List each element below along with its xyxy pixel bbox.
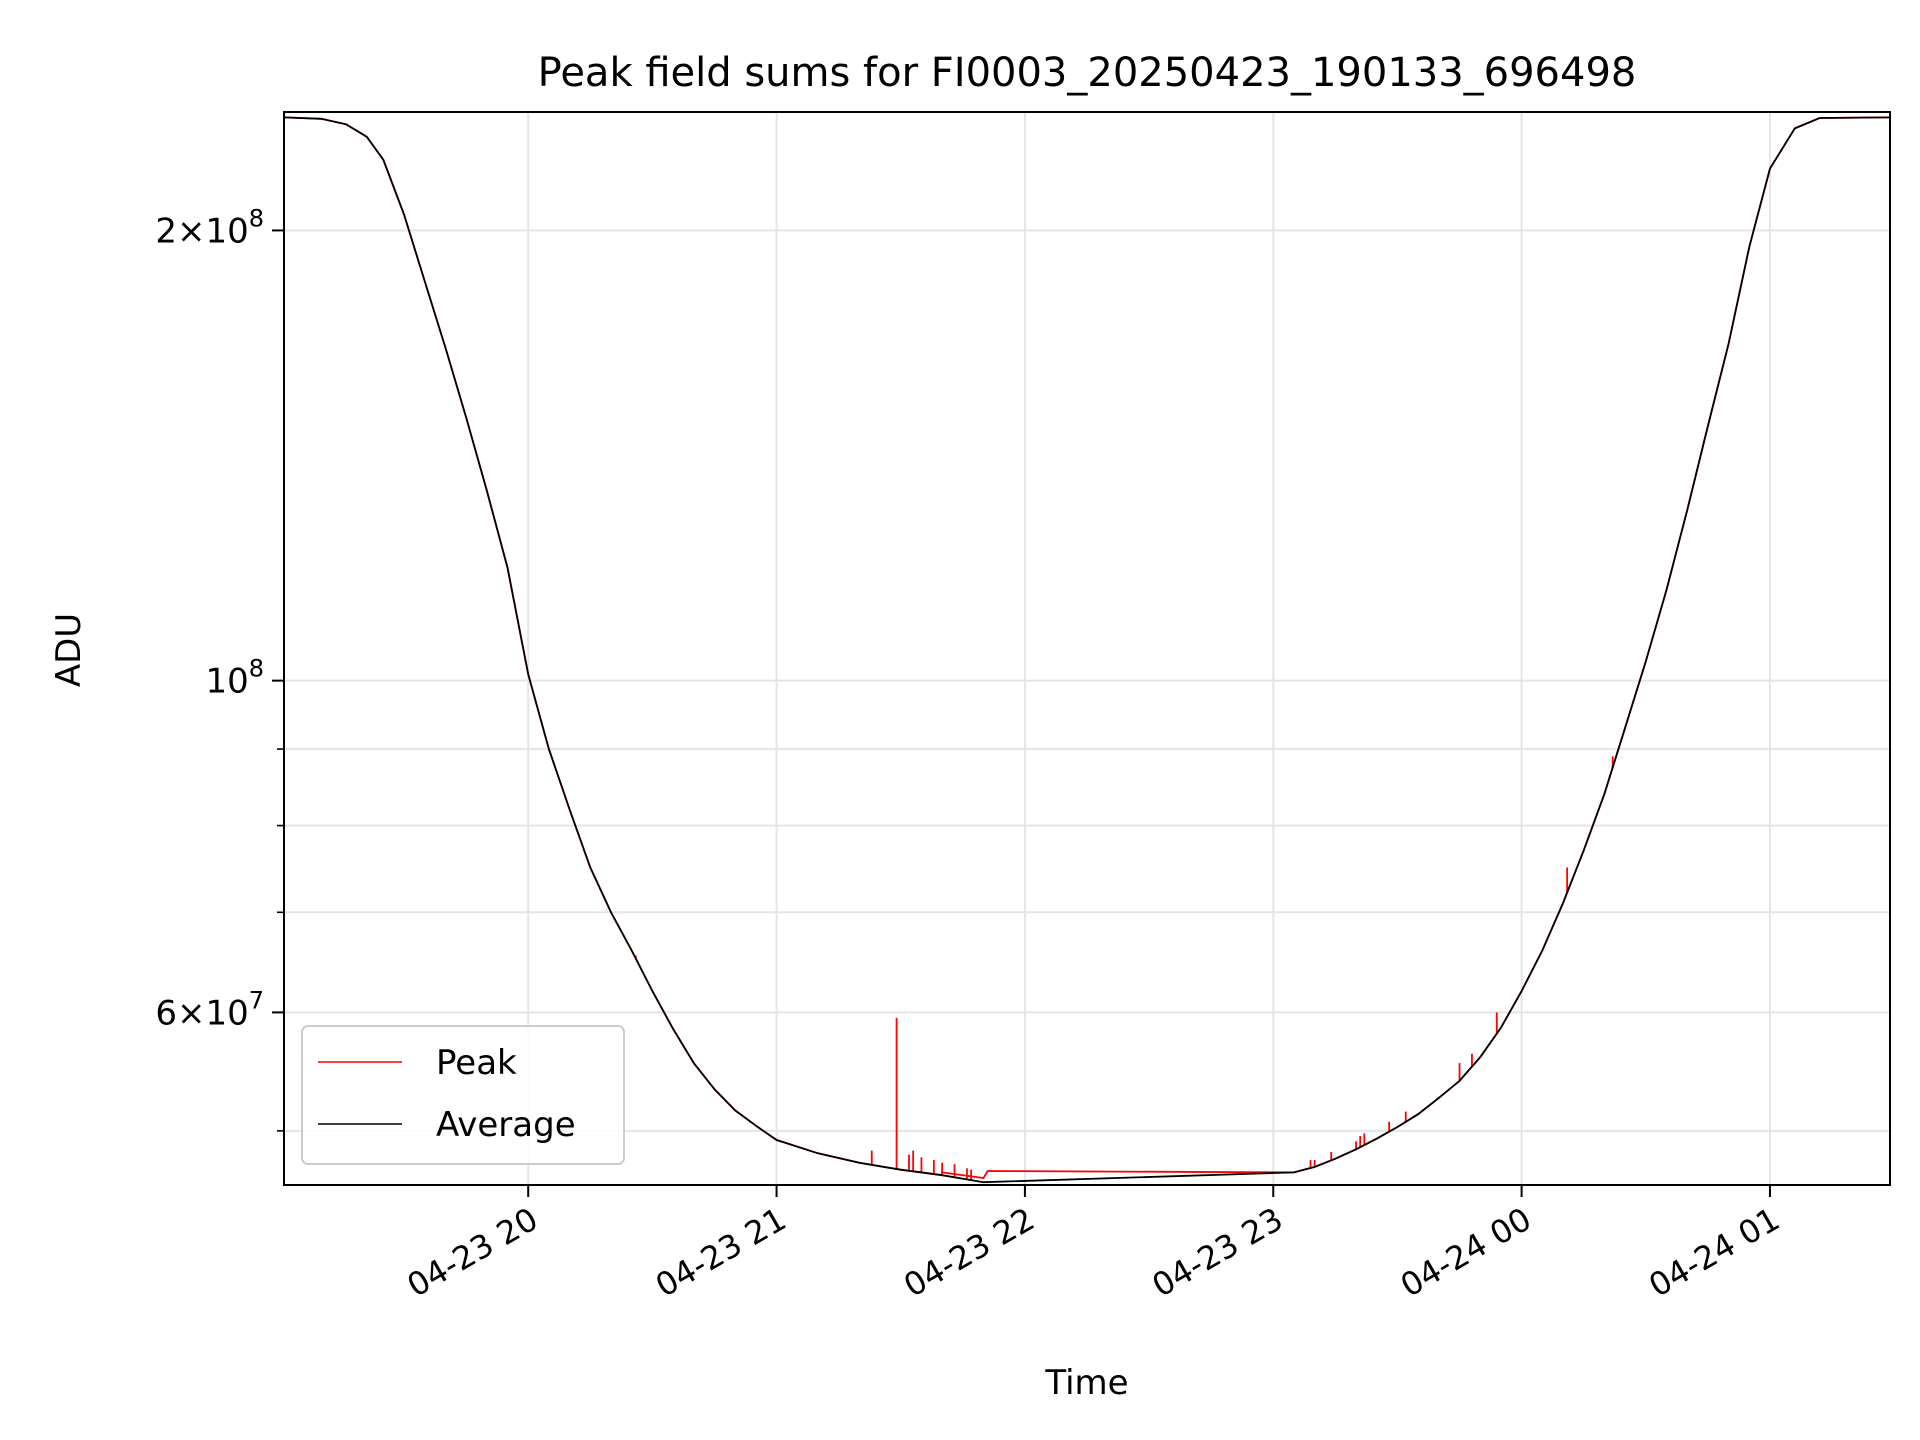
series-layer	[283, 116, 1891, 1184]
legend-box	[301, 1025, 625, 1165]
x-axis-label: Time	[1044, 1363, 1128, 1403]
y-tick-label: 108	[205, 655, 264, 702]
series-line-average	[283, 116, 1891, 1184]
legend: Peak Average	[301, 1025, 625, 1165]
legend-label-average: Average	[436, 1105, 576, 1145]
grid-lines	[284, 112, 1890, 1185]
y-tick-label: 2×108	[155, 204, 264, 251]
y-axis-ticks: 2×108 108 6×107	[155, 204, 284, 1132]
y-tick-label: 6×107	[155, 986, 264, 1033]
chart-title: Peak field sums for FI0003_20250423_1901…	[538, 50, 1637, 96]
y-axis-label: ADU	[49, 613, 89, 687]
plot-frame	[283, 111, 1891, 1186]
legend-label-peak: Peak	[436, 1043, 517, 1083]
